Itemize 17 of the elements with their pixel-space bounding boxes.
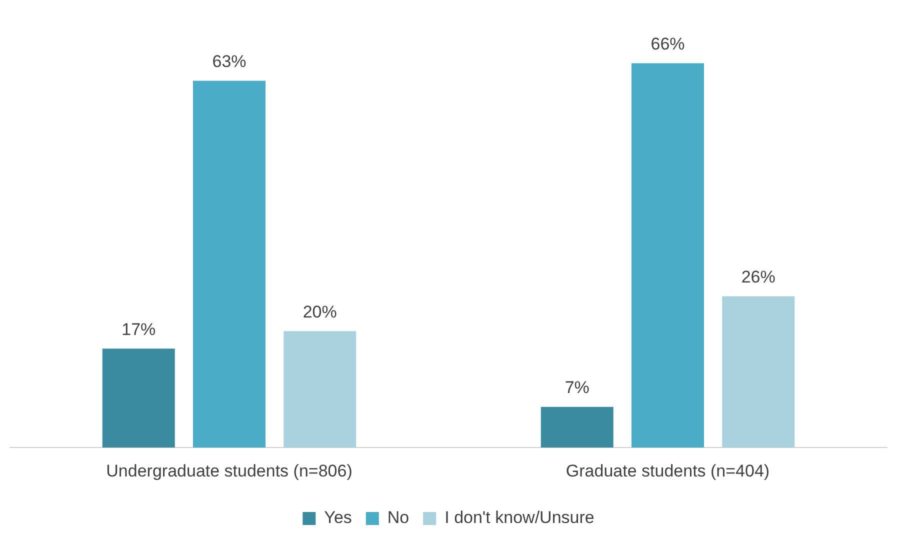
legend-label: No: [387, 508, 410, 528]
bar: [540, 406, 614, 448]
bar: [632, 63, 704, 448]
legend-label: I don't know/Unsure: [444, 508, 594, 528]
bar: [284, 331, 356, 448]
legend-label: Yes: [324, 508, 352, 528]
data-label: 66%: [650, 34, 685, 54]
data-label: 20%: [302, 302, 337, 322]
bar: [102, 348, 175, 448]
data-label: 63%: [212, 52, 246, 71]
bar: [193, 80, 266, 448]
data-label: 17%: [122, 320, 156, 339]
x-tick-label: Undergraduate students (n=806): [106, 461, 352, 480]
bar: [722, 296, 795, 448]
data-label: 7%: [564, 378, 590, 398]
x-tick-label: Graduate students (n=404): [566, 461, 770, 480]
data-label: 26%: [741, 267, 776, 286]
